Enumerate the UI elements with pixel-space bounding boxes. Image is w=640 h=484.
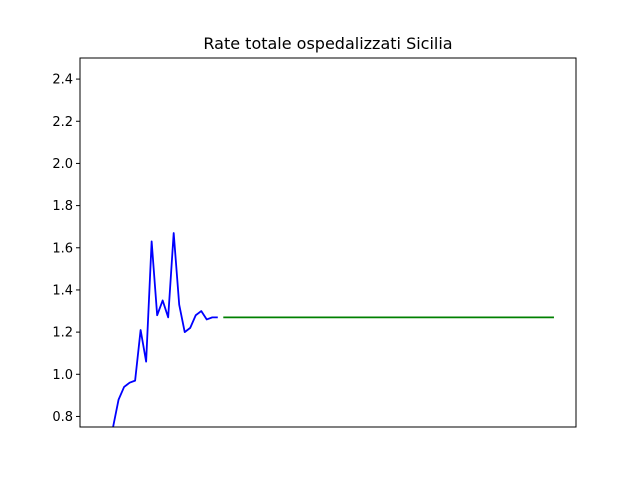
y-tick-label: 1.2: [52, 326, 73, 341]
y-tick-label: 1.4: [52, 283, 73, 298]
y-tick-label: 2.2: [52, 115, 73, 130]
y-axis: 0.8 1.0 1.2 1.4 1.6 1.8 2.0 2.2 2.4: [52, 73, 80, 425]
y-tick-label: 2.4: [52, 73, 73, 88]
y-tick-label: 1.8: [52, 199, 73, 214]
plot-frame: [79, 57, 577, 428]
y-tick-label: 0.8: [52, 410, 73, 425]
plot-series: [111, 232, 554, 427]
y-tick-label: 2.0: [52, 157, 73, 172]
series-line-1: [111, 232, 218, 427]
y-tick-label: 1.6: [52, 241, 73, 256]
y-tick-label: 1.0: [52, 368, 73, 383]
chart-title: Rate totale ospedalizzati Sicilia: [203, 34, 452, 53]
